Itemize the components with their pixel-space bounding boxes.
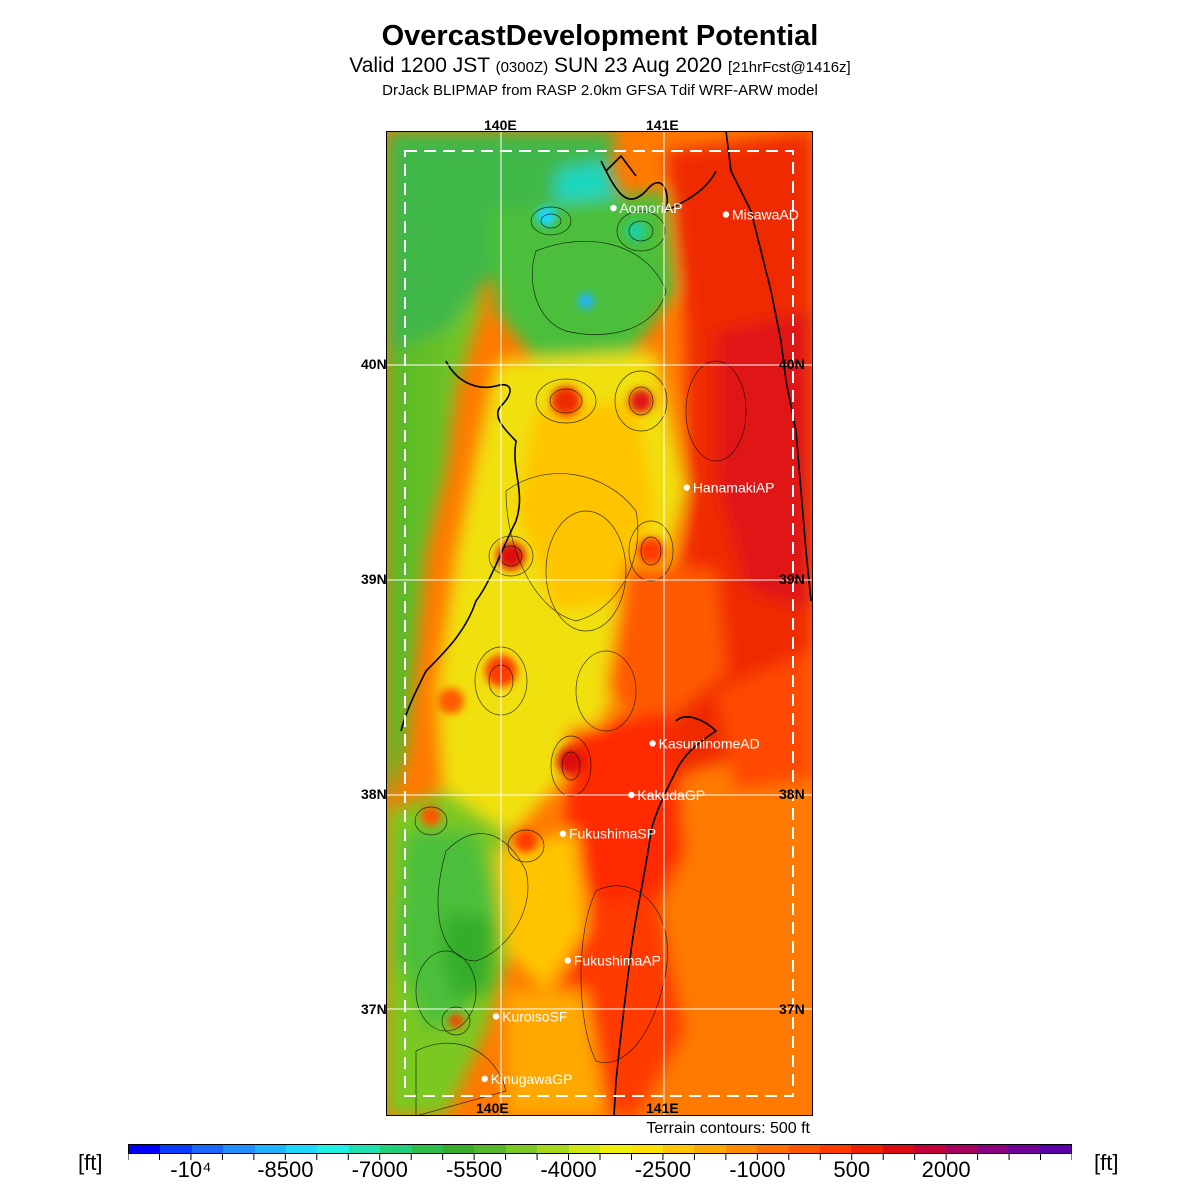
color-scale-bar — [128, 1144, 1072, 1154]
map-title: OvercastDevelopment Potential — [381, 20, 819, 52]
station-marker — [649, 740, 656, 747]
unit-label-left: [ft] — [78, 1150, 103, 1175]
color-swatch — [317, 1145, 349, 1153]
color-scale-label: -4000 — [540, 1157, 597, 1182]
color-scale-label: 2000 — [921, 1157, 971, 1182]
color-swatch — [1008, 1145, 1040, 1153]
color-swatch — [757, 1145, 789, 1153]
color-swatch — [725, 1145, 758, 1153]
color-swatch — [286, 1145, 318, 1153]
lat-label-left-40n: 40N — [361, 356, 387, 372]
color-swatch — [411, 1145, 444, 1153]
color-swatch — [474, 1145, 506, 1153]
lon-label-top-140e: 140E — [484, 117, 517, 133]
station-label: FukushimaSP — [569, 826, 656, 842]
lat-label-left-38n: 38N — [361, 786, 387, 802]
valid-date: SUN 23 Aug 2020 — [553, 54, 723, 77]
model-subtitle: DrJack BLIPMAP from RASP 2.0km GFSA Tdif… — [382, 82, 818, 99]
station-marker — [564, 957, 572, 964]
color-scale-label: -10⁴ — [170, 1157, 212, 1182]
station-label: KinugawaGP — [491, 1071, 573, 1087]
color-swatch — [505, 1145, 538, 1153]
forecast-map: AomoriAP MisawaAD HanamakiAP KasuminomeAD Ka… — [386, 131, 813, 1116]
lat-label-left-39n: 39N — [361, 571, 387, 587]
unit-label-right: [ft] — [1094, 1150, 1119, 1175]
color-swatch — [254, 1145, 287, 1153]
valid-utc: (0300Z) — [495, 59, 549, 76]
color-swatch — [600, 1145, 632, 1153]
color-swatch — [631, 1145, 663, 1153]
color-swatch — [914, 1145, 946, 1153]
station-marker — [683, 484, 691, 491]
color-scale-label: -1000 — [729, 1157, 786, 1182]
color-swatch — [945, 1145, 977, 1153]
color-swatch — [1039, 1145, 1072, 1153]
lat-label-right-38n: 38N — [779, 786, 805, 802]
station-label: MisawaAD — [732, 207, 799, 223]
lat-label-left-37n: 37N — [361, 1001, 387, 1017]
valid-main: Valid 1200 JST — [349, 54, 490, 77]
color-swatch — [819, 1145, 852, 1153]
color-swatch — [568, 1145, 601, 1153]
station-label: KuroisoSF — [502, 1008, 567, 1024]
color-swatch — [223, 1145, 255, 1153]
color-swatch — [976, 1145, 1009, 1153]
color-scale-label: -2500 — [634, 1157, 692, 1182]
color-scale-label: -5500 — [445, 1157, 503, 1182]
color-swatch — [160, 1145, 192, 1153]
lon-label-top-141e: 141E — [646, 117, 679, 133]
station-marker — [492, 1013, 500, 1020]
color-swatch — [694, 1145, 726, 1153]
terrain-contour-note: Terrain contours: 500 ft — [646, 1120, 810, 1137]
station-marker — [610, 204, 617, 212]
station-label: HanamakiAP — [693, 480, 775, 496]
color-swatch — [537, 1145, 569, 1153]
station-marker — [559, 830, 567, 837]
lat-label-right-39n: 39N — [779, 571, 805, 587]
color-swatch — [348, 1145, 381, 1153]
lon-label-bottom-141e: 141E — [646, 1100, 679, 1116]
lat-label-right-37n: 37N — [779, 1001, 805, 1017]
color-swatch — [380, 1145, 412, 1153]
station-marker — [481, 1075, 488, 1082]
station-label: AomoriAP — [619, 200, 682, 216]
color-scale-ticks — [128, 1154, 1072, 1160]
station-label: KakudaGP — [637, 787, 705, 803]
lat-label-right-40n: 40N — [779, 356, 805, 372]
color-swatch — [788, 1145, 820, 1153]
color-scale-label: 500 — [833, 1157, 871, 1182]
color-scale-label: -7000 — [351, 1157, 408, 1182]
station-marker — [722, 211, 730, 218]
color-swatch — [191, 1145, 224, 1153]
color-swatch — [662, 1145, 695, 1153]
valid-time: Valid 1200 JST (0300Z) SUN 23 Aug 2020 [… — [0, 54, 1200, 78]
station-marker — [628, 791, 635, 799]
color-scale-label: -8500 — [257, 1157, 314, 1182]
lon-label-bottom-140e: 140E — [476, 1100, 509, 1116]
color-swatch — [882, 1145, 915, 1153]
forecast-label: [21hrFcst@1416z] — [727, 59, 851, 76]
color-swatch — [851, 1145, 883, 1153]
color-swatch — [129, 1145, 161, 1153]
station-label: KasuminomeAD — [659, 735, 760, 751]
station-label: FukushimaAP — [574, 953, 661, 969]
color-swatch — [443, 1145, 475, 1153]
